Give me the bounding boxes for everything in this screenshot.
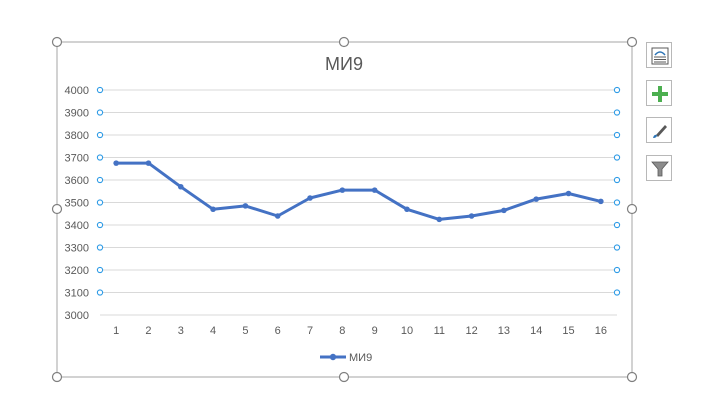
data-point[interactable] [598,198,604,205]
plot-area-handle[interactable] [96,289,104,296]
plot-area-handle[interactable] [96,244,104,251]
resize-handle-top-center[interactable] [338,36,350,48]
chart-styles-button[interactable] [646,117,672,143]
plus-icon [652,86,668,102]
plot-area-handle[interactable] [613,289,621,296]
x-tick-label: 10 [401,325,413,337]
plot-area-handle[interactable] [613,176,621,184]
x-tick-label: 6 [275,325,281,337]
x-tick-label: 4 [210,325,216,337]
chart-layout-icon [651,47,669,65]
chart-title[interactable]: МИ9 [325,54,363,74]
resize-handle-top-right[interactable] [626,36,638,48]
resize-handle-middle-left[interactable] [51,203,63,215]
chart-filters-button[interactable] [646,155,672,181]
chart-selection-handles[interactable] [51,36,638,383]
series-markers-mi9 [113,160,604,223]
resize-handle-middle-right[interactable] [626,203,638,215]
plot-area-handle[interactable] [613,131,621,139]
plot-area-handle[interactable] [96,86,104,94]
x-tick-label: 8 [339,325,345,337]
x-tick-label: 12 [465,325,477,337]
plot-area-handle[interactable] [96,131,104,139]
data-point[interactable] [533,196,540,202]
plot-area-handle[interactable] [96,109,104,116]
legend[interactable]: МИ9 [320,352,372,364]
plot-area-handle[interactable] [613,221,621,229]
funnel-icon [651,161,669,177]
data-point[interactable] [436,216,443,223]
data-point[interactable] [274,213,281,219]
x-axis-labels: 1 2 3 4 5 6 7 8 9 10 11 12 13 14 15 16 [113,325,607,337]
data-point[interactable] [404,206,410,213]
add-chart-element-button[interactable] [646,80,672,106]
plot-area-handle[interactable] [613,266,621,274]
plot-area-handle[interactable] [96,266,104,274]
plot-area-handle[interactable] [613,86,621,94]
y-tick-label: 3000 [65,310,89,322]
y-tick-label: 3700 [65,153,89,165]
brush-icon [653,125,667,138]
y-axis-labels: 3000 3100 3200 3300 3400 3500 3600 3700 3800 3900… [65,85,89,322]
x-tick-label: 9 [372,325,378,337]
plot-area-selection-handles[interactable] [96,86,621,296]
resize-handle-bottom-right[interactable] [626,371,638,383]
data-point[interactable] [565,190,572,197]
chart-area-frame[interactable] [56,41,633,378]
x-tick-label: 3 [178,325,184,337]
plot-area-handle[interactable] [96,154,104,161]
data-point[interactable] [145,160,152,166]
data-point[interactable] [468,213,475,219]
series-line-mi9[interactable] [114,161,603,221]
x-tick-label: 15 [562,325,574,337]
x-tick-label: 16 [595,325,607,337]
data-point[interactable] [177,183,184,190]
y-tick-label: 3800 [65,130,89,142]
data-point[interactable] [307,195,313,201]
x-tick-label: 2 [145,325,151,337]
plot-area-handle[interactable] [96,221,104,229]
plot-area-handle[interactable] [96,199,104,206]
y-tick-label: 3900 [65,108,89,120]
plot-area-handle[interactable] [613,154,621,161]
resize-handle-bottom-center[interactable] [338,371,350,383]
y-tick-label: 3600 [65,175,89,187]
x-tick-label: 1 [113,325,119,337]
y-tick-label: 3300 [65,243,89,255]
plot-area-handle[interactable] [96,176,104,184]
y-tick-label: 3500 [65,198,89,210]
data-point[interactable] [371,187,378,193]
plot-area-handle[interactable] [613,244,621,251]
resize-handle-top-left[interactable] [51,36,63,48]
data-point[interactable] [339,187,346,193]
x-tick-label: 13 [498,325,510,337]
x-tick-label: 11 [434,325,445,337]
plot-area-handle[interactable] [613,199,621,206]
plot-area-handle[interactable] [613,109,621,116]
x-tick-label: 14 [530,325,542,337]
data-point[interactable] [501,207,507,214]
data-point[interactable] [242,203,249,209]
y-tick-label: 3100 [65,288,89,300]
legend-label: МИ9 [349,352,372,364]
x-tick-label: 5 [242,325,248,337]
chart-elements-layout-button[interactable] [646,42,672,68]
y-tick-label: 4000 [65,85,89,97]
data-point[interactable] [210,206,216,213]
data-point[interactable] [113,160,119,166]
y-tick-label: 3400 [65,220,89,232]
legend-point-marker [329,353,337,361]
x-tick-label: 7 [307,325,313,337]
resize-handle-bottom-left[interactable] [51,371,63,383]
y-tick-label: 3200 [65,265,89,277]
